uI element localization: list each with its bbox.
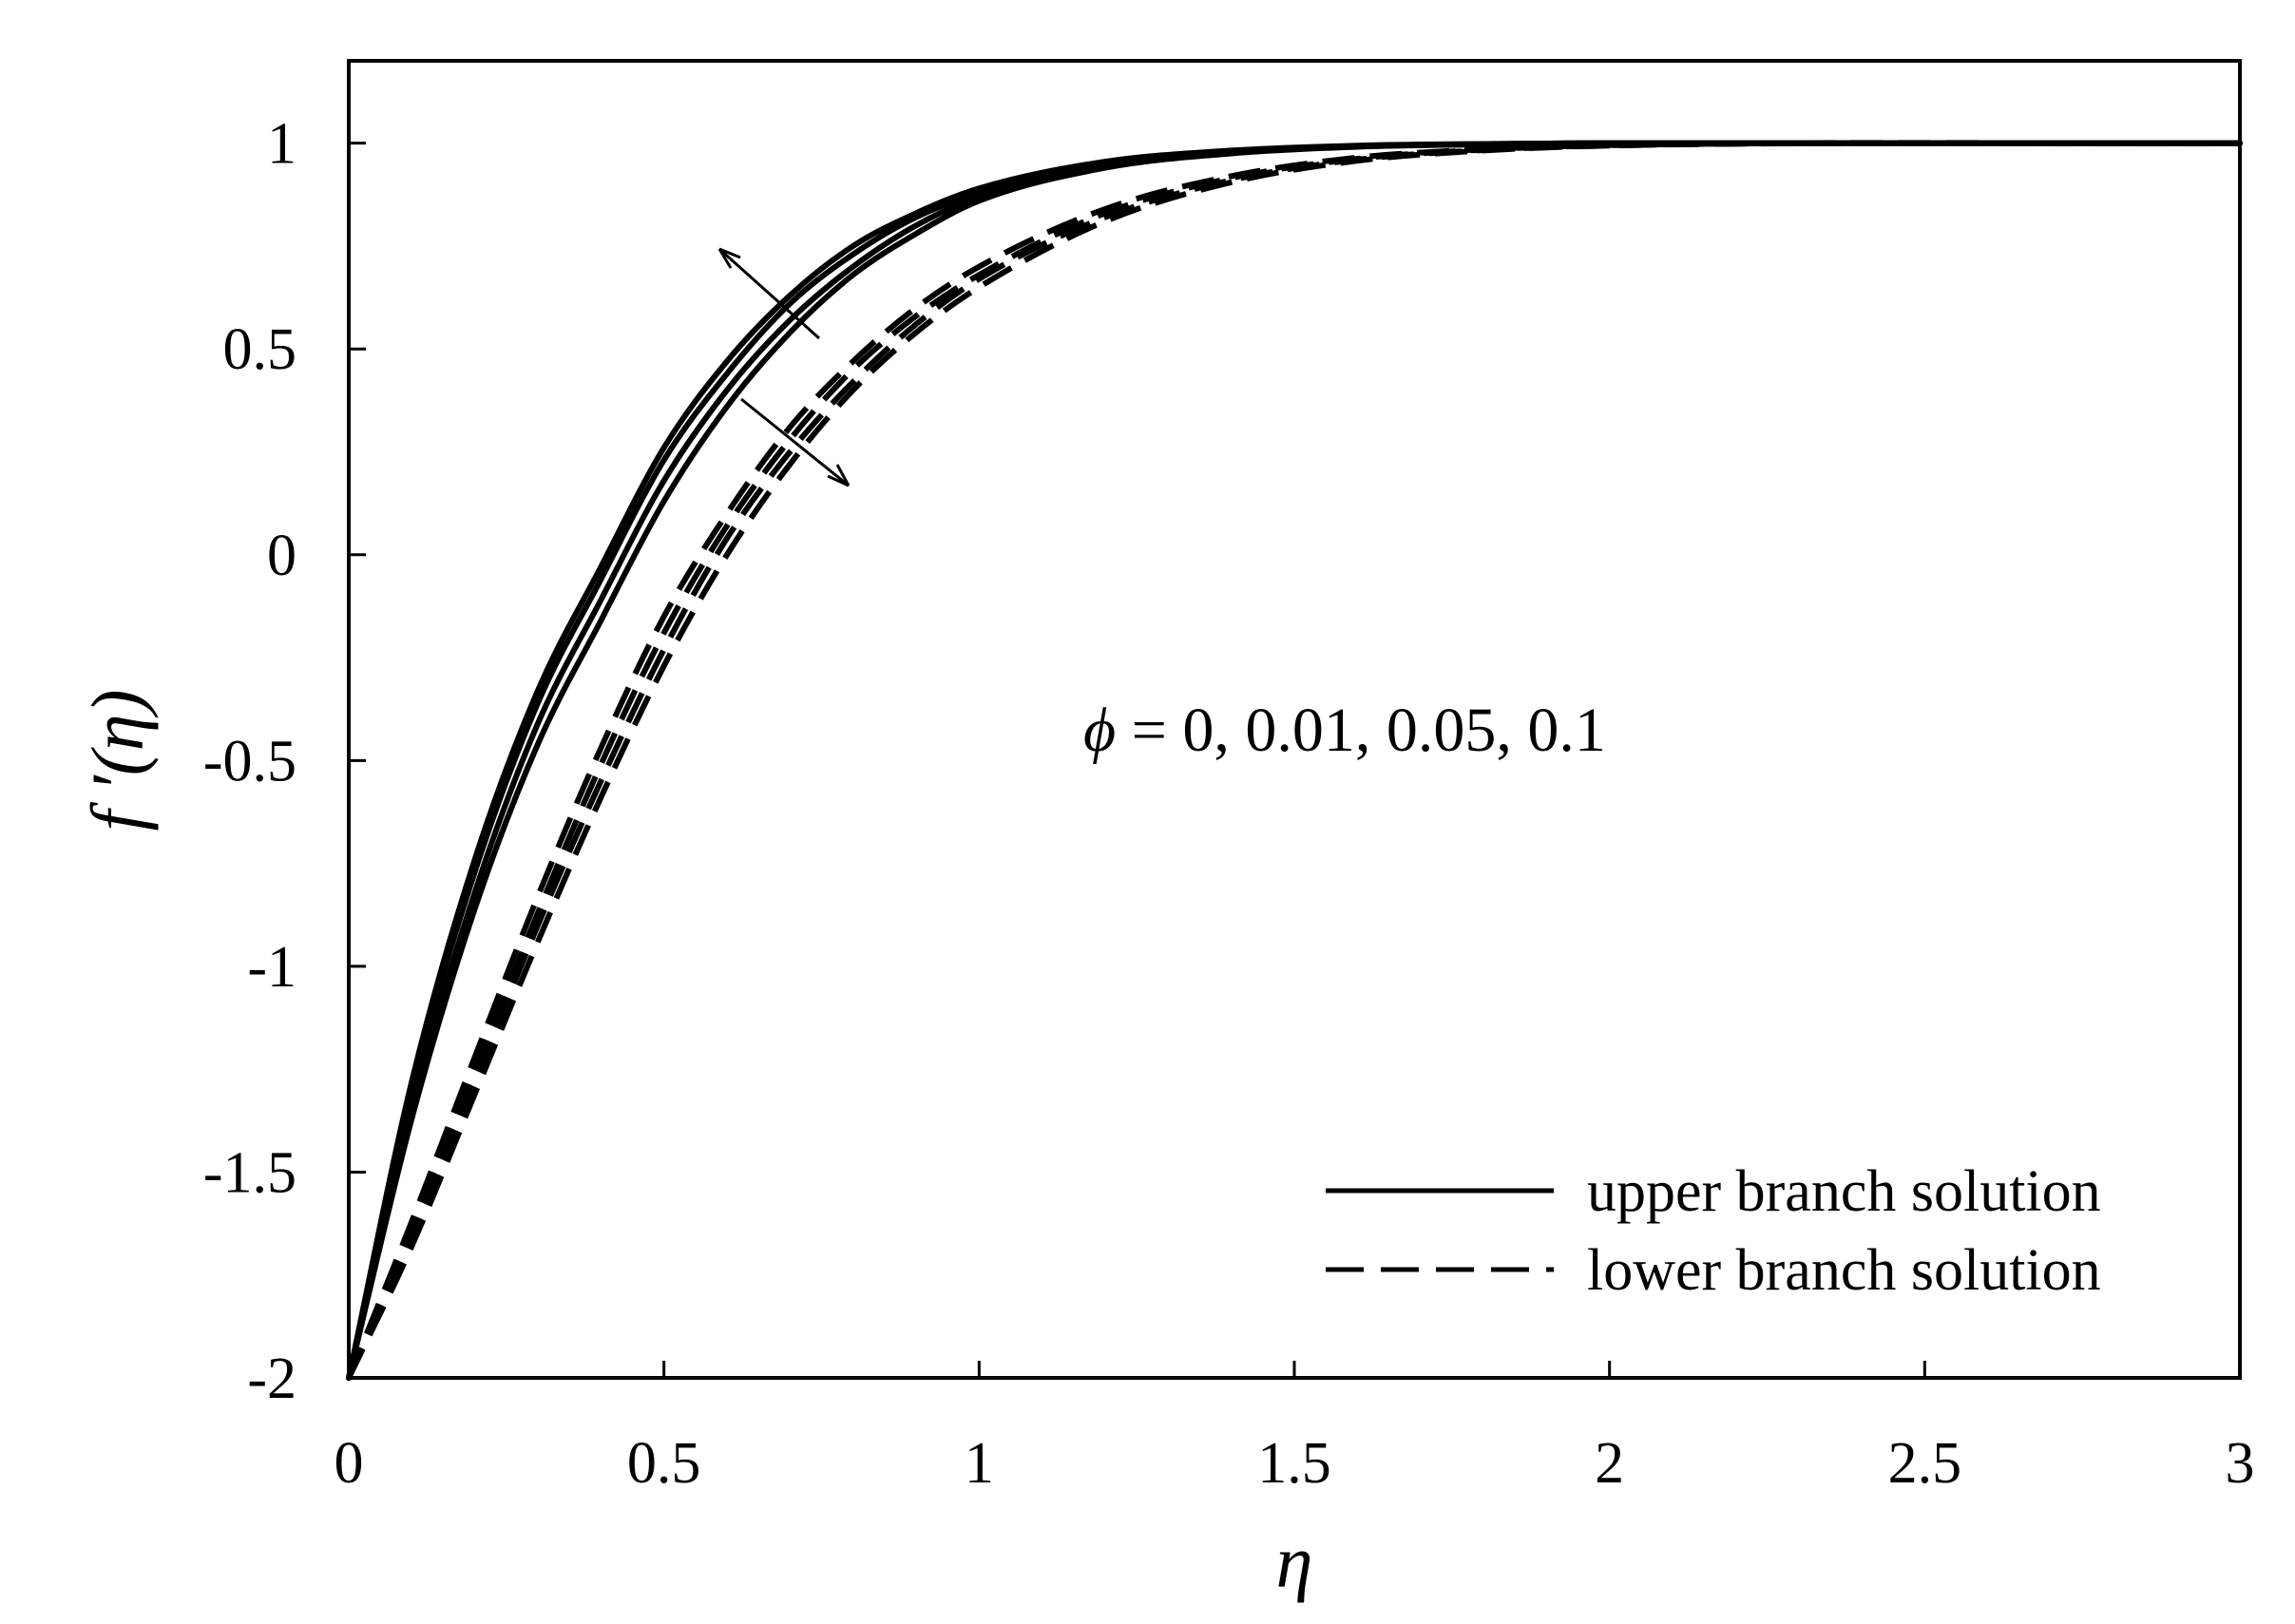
x-axis-label: η — [1276, 1520, 1313, 1603]
legend-label-lower: lower branch solution — [1587, 1238, 2101, 1303]
trend-arrows — [717, 247, 851, 487]
phi-symbol: ϕ — [1083, 696, 1116, 765]
y-tick-label: 1 — [267, 112, 296, 177]
lower-arrowhead-icon — [827, 464, 851, 487]
legend: upper branch solution lower branch solut… — [1326, 1159, 2101, 1303]
y-tick-label: 0.5 — [223, 317, 297, 382]
y-tick-label: -1 — [247, 935, 296, 1000]
x-tick-label: 1.5 — [1257, 1431, 1331, 1496]
y-axis-label: f ′(η) — [76, 690, 159, 831]
x-tick-label: 2.5 — [1888, 1431, 1962, 1496]
lower-branch-curve — [346, 140, 2241, 1380]
x-tick-label: 0 — [335, 1431, 364, 1496]
phi-annotation: ϕ = 0, 0.01, 0.05, 0.1 — [1083, 696, 1606, 765]
upper-branch-curve — [346, 140, 2243, 1381]
curves-layer — [346, 140, 2243, 1381]
y-tick-label: 0 — [267, 524, 296, 588]
x-tick-label: 1 — [965, 1431, 994, 1496]
legend-label-upper: upper branch solution — [1587, 1159, 2101, 1224]
ticks-layer: 0 0.5 1 1.5 2 2.5 3 -2 -1.5 -1 -0.5 0 0.5 1 — [203, 112, 2255, 1496]
lower-trend-arrow — [740, 397, 850, 487]
y-tick-label: -0.5 — [203, 729, 296, 793]
upper-arrowhead-icon — [717, 247, 741, 269]
x-tick-label: 2 — [1595, 1431, 1624, 1496]
y-tick-label: -2 — [247, 1347, 296, 1411]
y-tick-label: -1.5 — [203, 1140, 296, 1205]
x-tick-label: 3 — [2226, 1431, 2255, 1496]
phi-values: = 0, 0.01, 0.05, 0.1 — [1116, 696, 1606, 765]
upper-trend-arrow — [717, 247, 821, 340]
x-tick-label: 0.5 — [627, 1431, 701, 1496]
